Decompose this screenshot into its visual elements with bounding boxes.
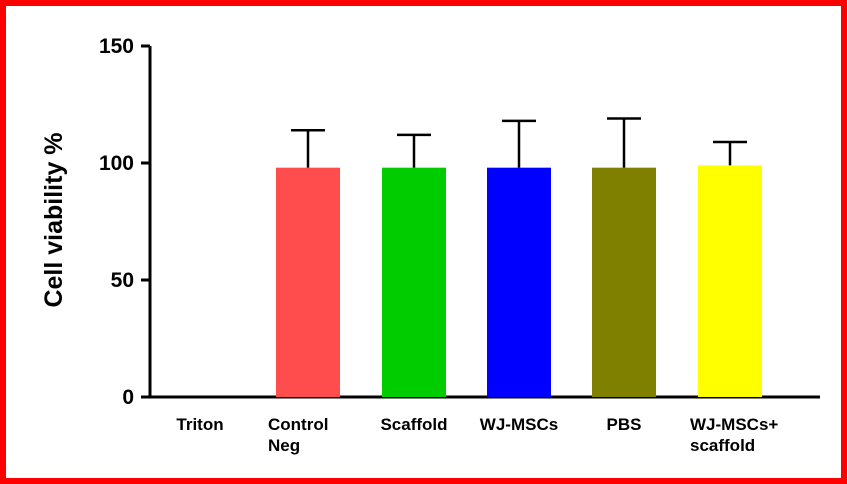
x-category-label: Control Neg xyxy=(268,415,328,455)
bar xyxy=(276,167,340,397)
x-category-label-line: Scaffold xyxy=(380,415,447,434)
y-tick-label: 100 xyxy=(99,152,134,175)
x-category-label: Scaffold xyxy=(380,415,447,434)
bar xyxy=(487,167,551,397)
x-category-label-line: scaffold xyxy=(690,436,755,455)
x-category-label: PBS xyxy=(607,415,642,434)
category-labels: Triton Control Neg Scaffold WJ-MSCs PBS WJ-MSC… xyxy=(176,415,778,455)
bar xyxy=(592,167,656,397)
x-category-label: WJ-MSCs+ scaffold xyxy=(690,415,778,455)
y-tick-label: 0 xyxy=(122,386,134,409)
bars xyxy=(276,117,762,397)
x-category-label-line: Control xyxy=(268,415,328,434)
x-category-label-line: PBS xyxy=(607,415,642,434)
x-category-label-line: WJ-MSCs xyxy=(480,415,558,434)
bar xyxy=(698,165,762,397)
x-category-label-line: WJ-MSCs+ xyxy=(690,415,778,434)
y-tick-label: 150 xyxy=(99,35,134,58)
y-tick-label: 50 xyxy=(111,269,134,292)
x-category-label-line: Neg xyxy=(268,436,300,455)
bar xyxy=(382,167,446,397)
y-axis-title: Cell viability % xyxy=(40,132,68,307)
x-category-label: WJ-MSCs xyxy=(480,415,558,434)
x-category-label-line: Triton xyxy=(176,415,223,434)
x-category-label: Triton xyxy=(176,415,223,434)
